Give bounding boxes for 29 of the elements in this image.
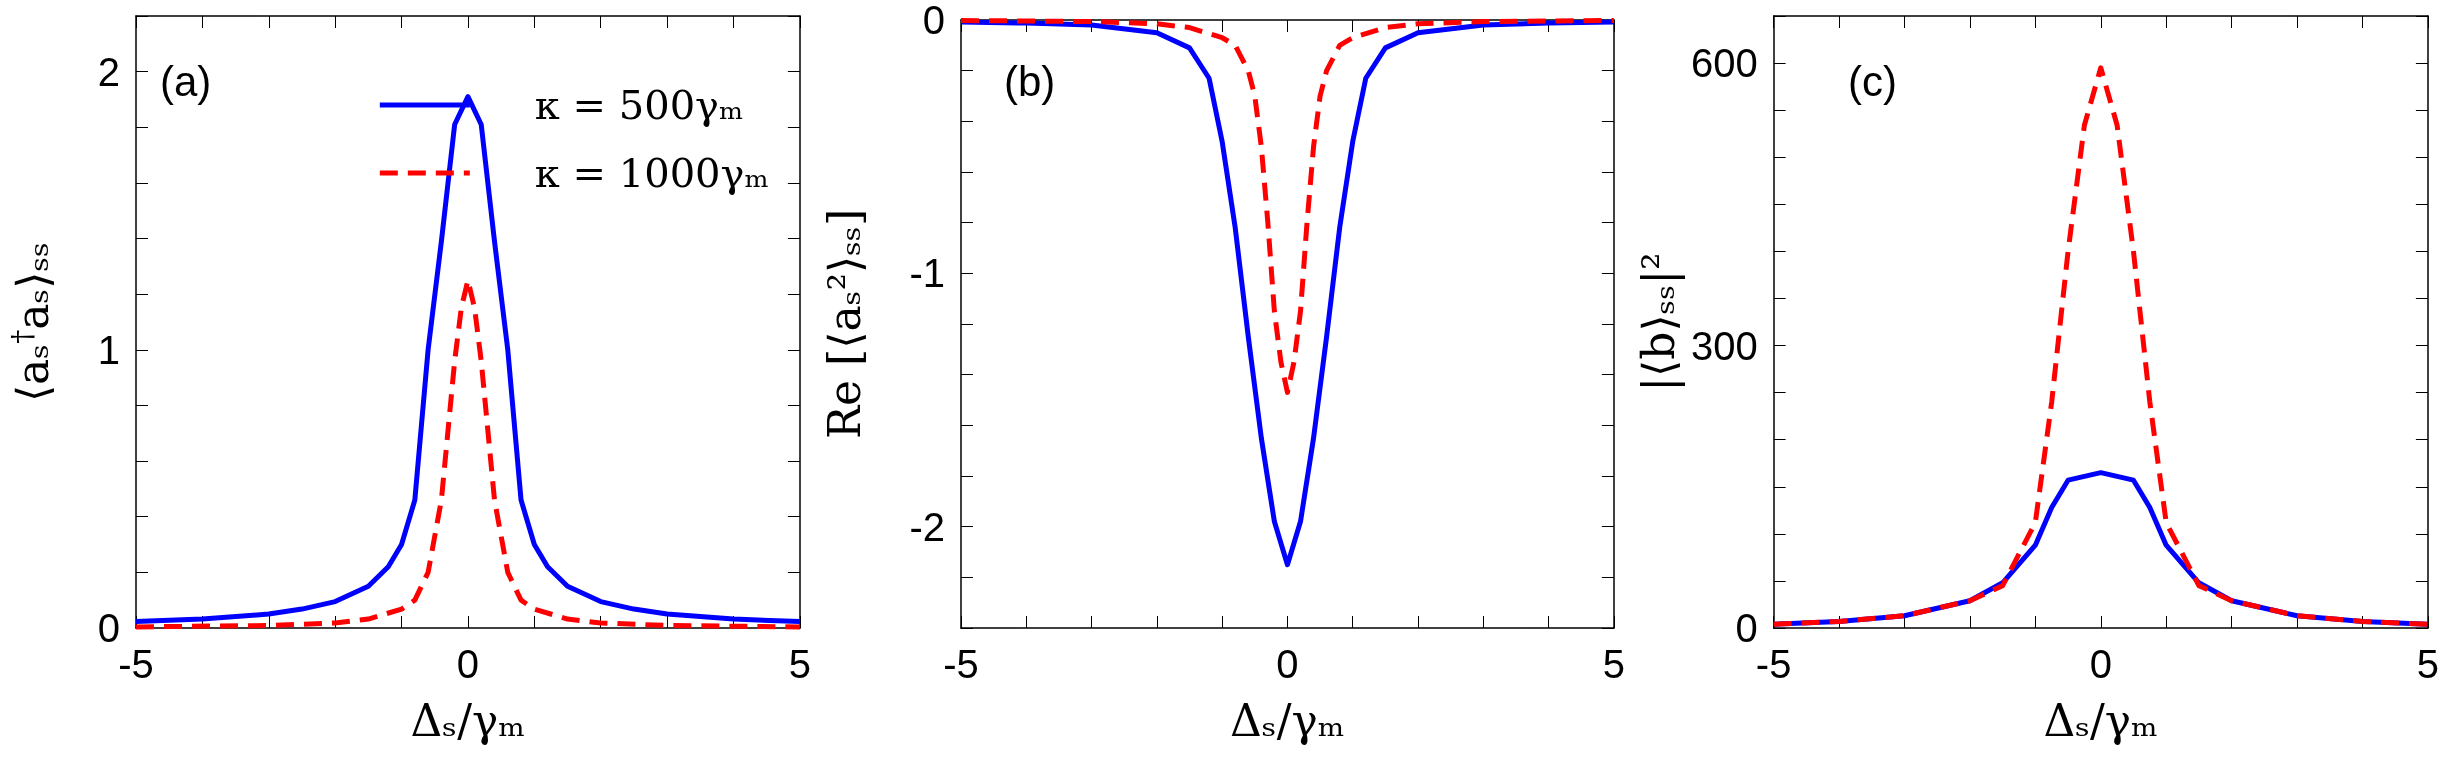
y-tick-label: 300 — [1690, 323, 1758, 368]
annotation: (a) — [160, 57, 212, 105]
y-tick-label: -1 — [909, 251, 945, 296]
y-tick-label: -2 — [909, 504, 945, 549]
x-tick-label: -5 — [118, 642, 154, 686]
x-axis-title: Δₛ/γₘ — [410, 694, 526, 746]
y-axis-title: |⟨b⟩ₛₛ|² — [1632, 252, 1685, 392]
y-axis-title: ⟨aₛ†aₛ⟩ₛₛ — [5, 241, 58, 403]
x-tick-label: 5 — [2416, 642, 2439, 686]
x-tick-label: 0 — [456, 642, 480, 686]
legend-label: κ = 1000γₘ — [534, 150, 770, 196]
y-tick-label: 2 — [97, 49, 120, 94]
x-axis-title: Δₛ/γₘ — [2043, 694, 2159, 746]
y-tick-label: 0 — [922, 0, 945, 42]
annotation: (c) — [1848, 57, 1897, 105]
x-tick-label: 5 — [788, 642, 811, 686]
x-tick-label: -5 — [943, 642, 979, 686]
x-tick-label: 5 — [1602, 642, 1625, 686]
x-tick-label: 0 — [2089, 642, 2112, 686]
y-tick-label: 0 — [97, 606, 120, 650]
x-tick-label: 0 — [1276, 642, 1299, 686]
x-tick-label: -5 — [1755, 642, 1792, 686]
annotation: (b) — [1004, 57, 1056, 105]
y-tick-label: 1 — [97, 327, 120, 372]
y-tick-label: 600 — [1690, 41, 1758, 86]
x-axis-title: Δₛ/γₘ — [1230, 694, 1345, 746]
y-tick-label: 0 — [1735, 606, 1758, 650]
legend-label: κ = 500γₘ — [534, 82, 744, 128]
y-axis-title: Re [⟨aₛ²⟩ₛₛ] — [818, 208, 870, 440]
